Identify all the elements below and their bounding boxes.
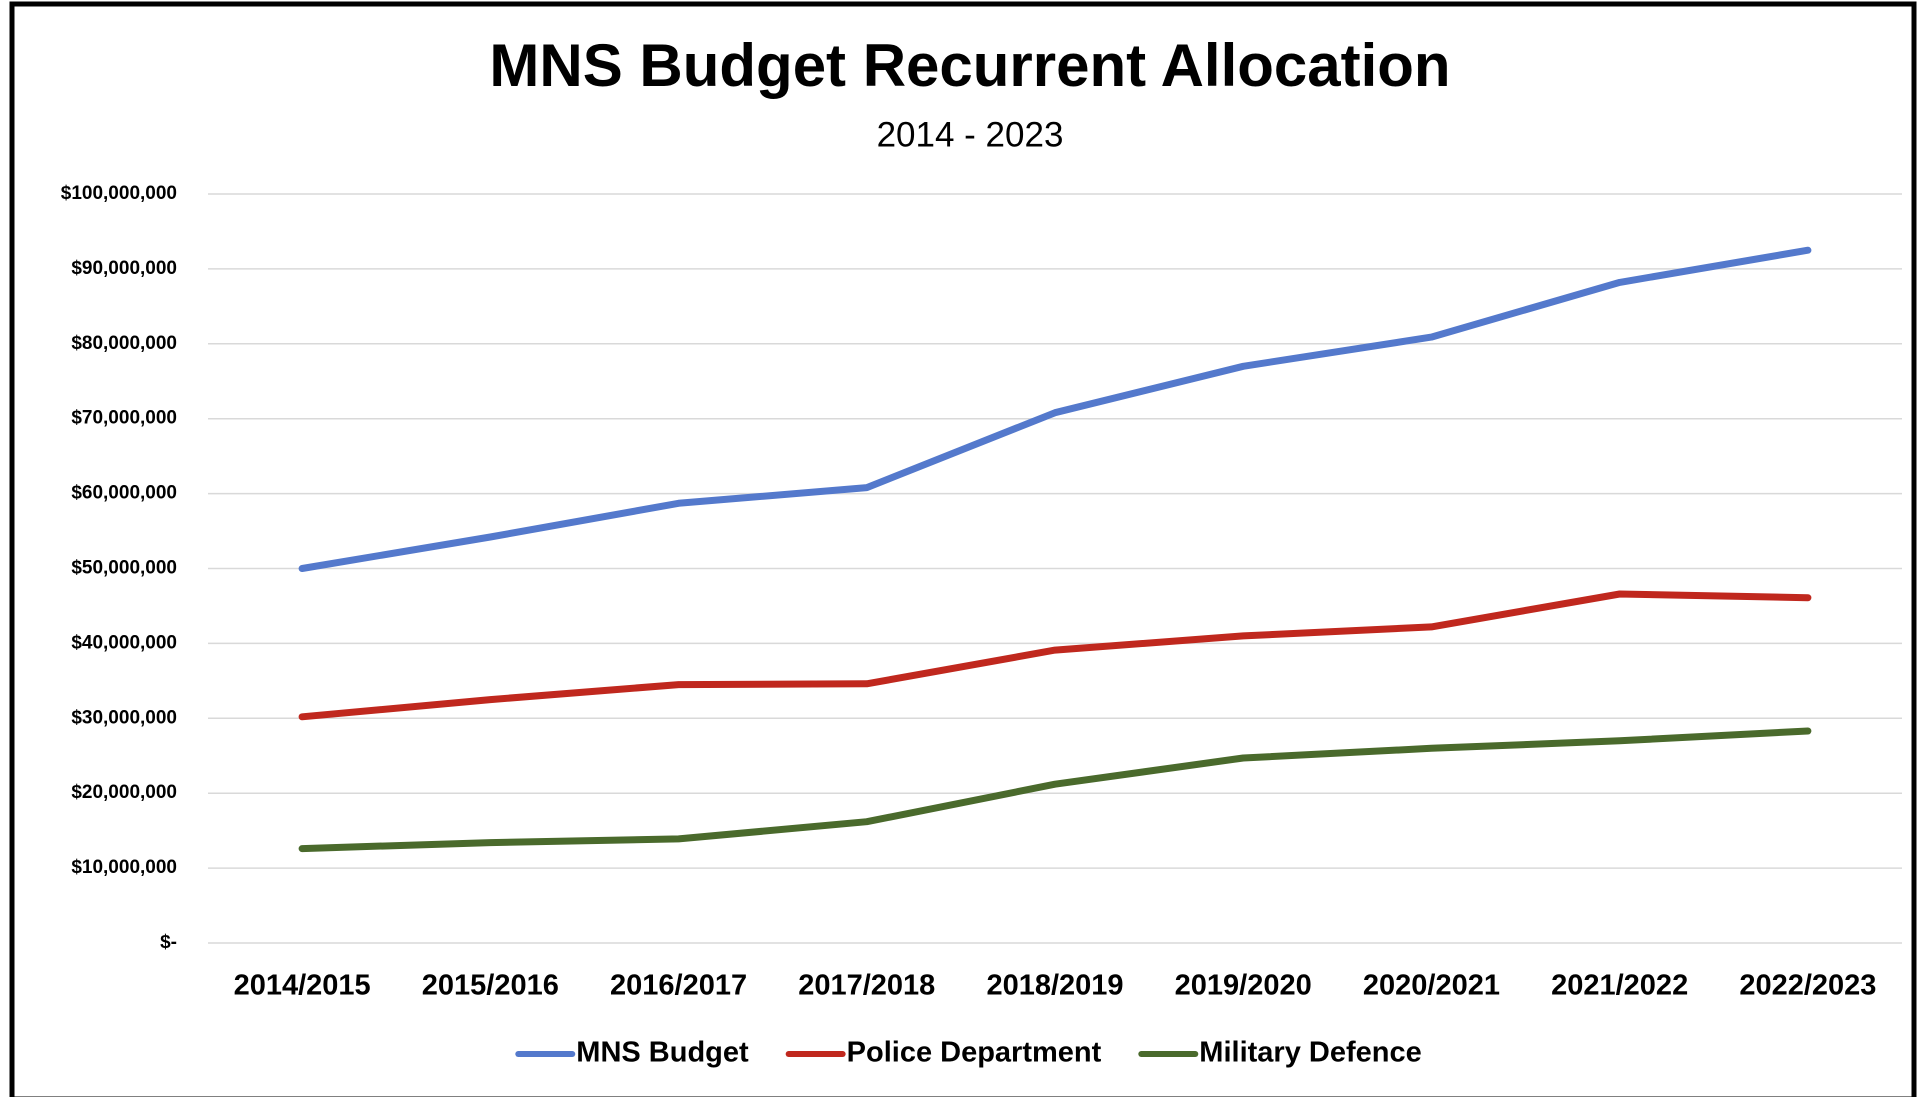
x-tick-label: 2019/2020 bbox=[1175, 970, 1312, 1002]
legend-label: Police Department bbox=[847, 1037, 1102, 1069]
y-tick-label: $90,000,000 bbox=[71, 258, 177, 279]
y-tick-label: $80,000,000 bbox=[71, 333, 177, 354]
y-tick-label: $70,000,000 bbox=[71, 408, 177, 429]
series-line bbox=[298, 246, 1812, 572]
series-line bbox=[298, 727, 1812, 853]
y-tick-label: $20,000,000 bbox=[71, 782, 177, 803]
y-tick-label: $40,000,000 bbox=[71, 632, 177, 653]
x-tick-label: 2014/2015 bbox=[234, 970, 371, 1002]
legend-label: Military Defence bbox=[1199, 1037, 1421, 1069]
x-tick-label: 2022/2023 bbox=[1739, 970, 1876, 1002]
legend-label: MNS Budget bbox=[576, 1037, 749, 1069]
chart-border bbox=[9, 1, 1917, 1097]
x-tick-label: 2021/2022 bbox=[1551, 970, 1688, 1002]
x-tick-label: 2016/2017 bbox=[610, 970, 747, 1002]
chart-subtitle: 2014 - 2023 bbox=[877, 115, 1064, 154]
y-tick-label: $- bbox=[160, 932, 177, 953]
y-tick-label: $50,000,000 bbox=[71, 558, 177, 579]
x-tick-label: 2018/2019 bbox=[986, 970, 1123, 1002]
x-tick-label: 2017/2018 bbox=[798, 970, 935, 1002]
x-tick-label: 2020/2021 bbox=[1363, 970, 1500, 1002]
chart-title: MNS Budget Recurrent Allocation bbox=[489, 32, 1450, 99]
y-tick-label: $30,000,000 bbox=[71, 707, 177, 728]
x-tick-label: 2015/2016 bbox=[422, 970, 559, 1002]
series-line bbox=[298, 590, 1812, 721]
y-tick-label: $60,000,000 bbox=[71, 483, 177, 504]
y-tick-label: $10,000,000 bbox=[71, 857, 177, 878]
y-tick-label: $100,000,000 bbox=[61, 183, 177, 204]
